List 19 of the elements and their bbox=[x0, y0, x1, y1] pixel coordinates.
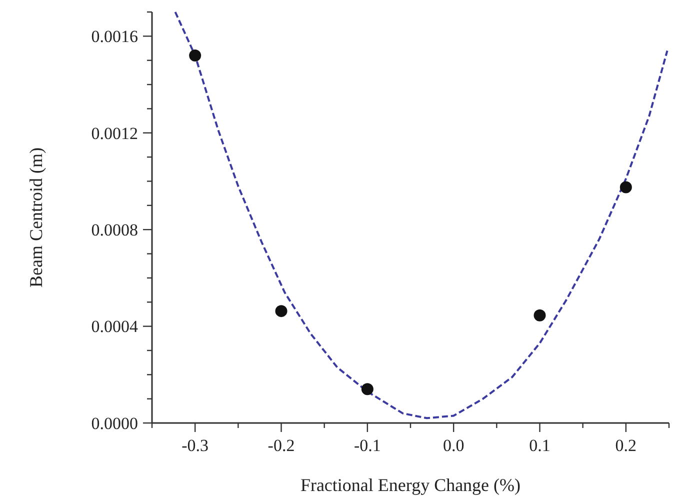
y-tick-label: 0.0004 bbox=[91, 317, 138, 336]
x-tick-label: -0.2 bbox=[268, 436, 295, 455]
y-tick-label: 0.0012 bbox=[91, 124, 138, 143]
point bbox=[620, 181, 632, 194]
y-tick-label: 0.0000 bbox=[91, 414, 138, 433]
point bbox=[275, 305, 288, 318]
point bbox=[189, 50, 202, 62]
x-tick-label: 0.2 bbox=[615, 436, 637, 455]
line-series bbox=[174, 11, 668, 420]
y-tick-label: 0.0008 bbox=[91, 220, 138, 240]
x-tick-label: 0.1 bbox=[529, 436, 550, 455]
x-axis-title: Fractional Energy Change (%) bbox=[300, 475, 521, 495]
y-axis-title: Beam Centroid (m) bbox=[26, 148, 46, 288]
x-tick-label: 0.0 bbox=[442, 436, 464, 455]
x-tick-label: -0.3 bbox=[182, 436, 209, 455]
y-tick-label: 0.0016 bbox=[91, 27, 138, 46]
x-tick-label: -0.1 bbox=[354, 436, 381, 455]
point bbox=[361, 383, 374, 396]
point bbox=[534, 309, 546, 322]
